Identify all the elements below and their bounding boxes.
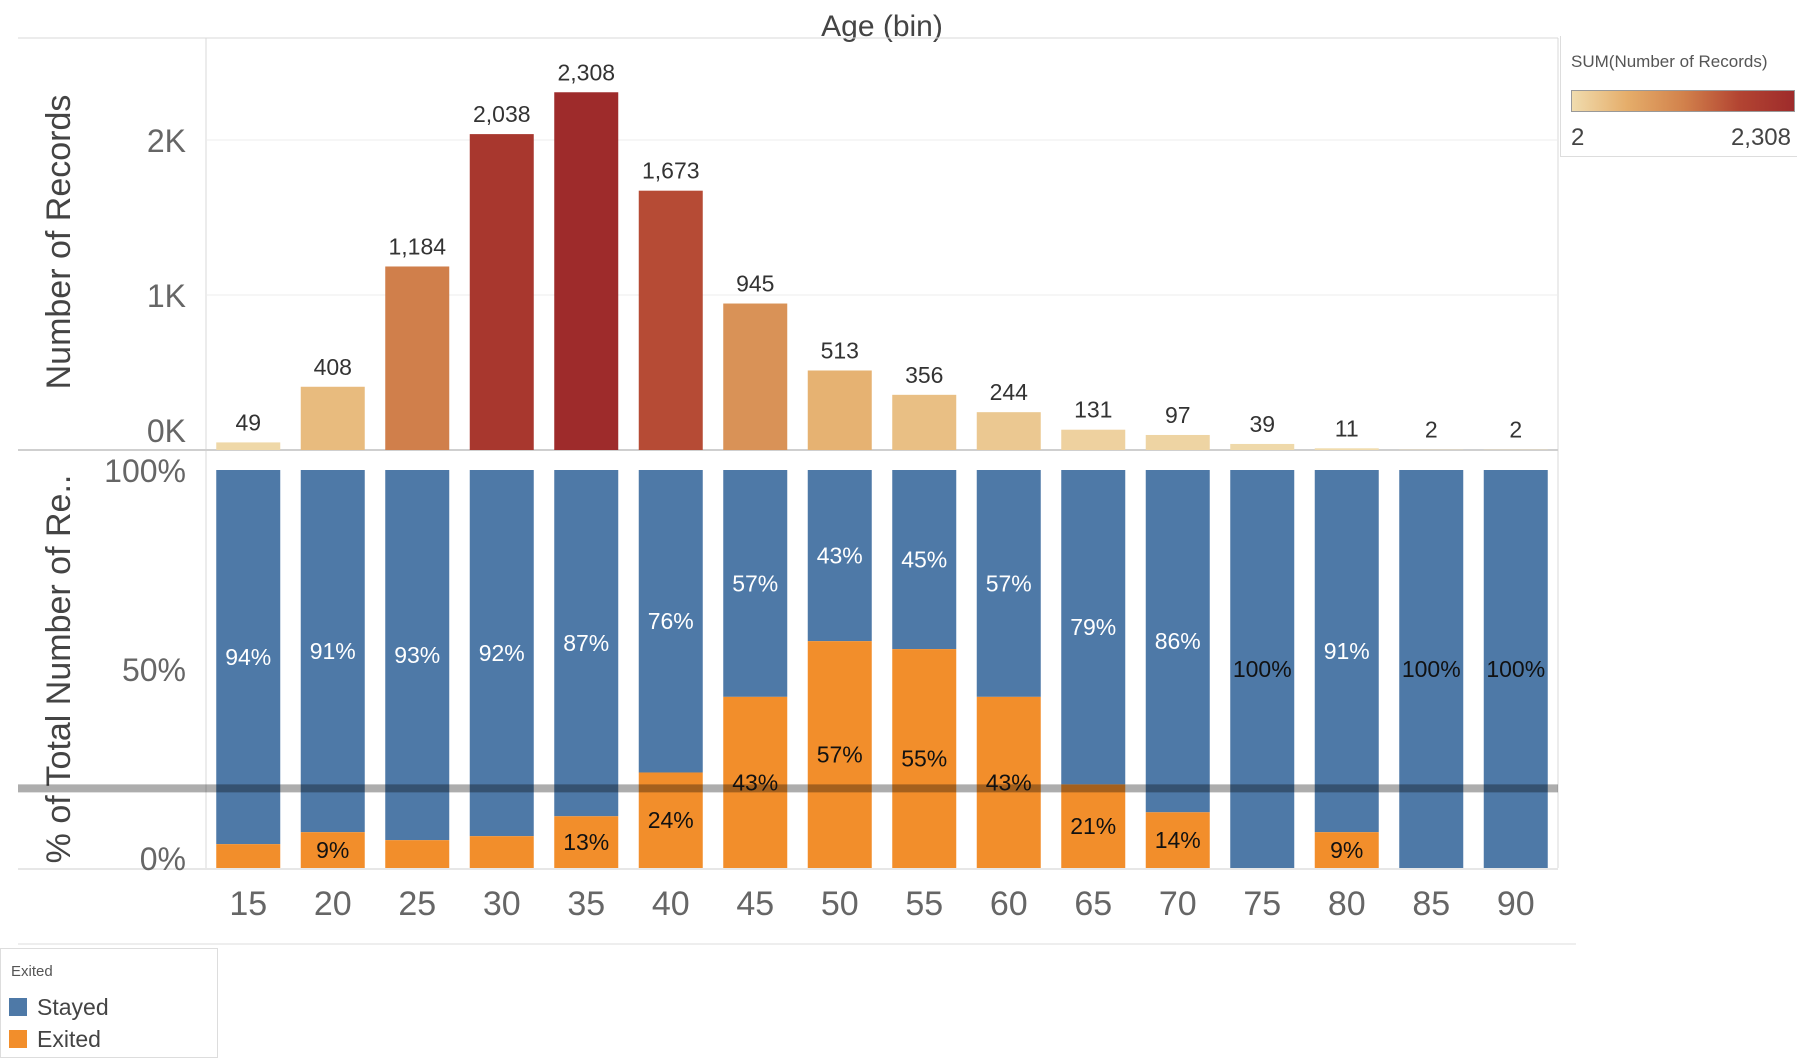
top-bar-label-50: 513 [821, 337, 859, 363]
legend-item-exited[interactable]: Exited [9, 1026, 101, 1052]
color-legend: SUM(Number of Records) 2 2,308 [1560, 36, 1797, 157]
x-tick-50: 50 [821, 885, 859, 923]
top-bar-55 [892, 395, 956, 450]
stayed-label-75: 100% [1233, 656, 1292, 682]
x-tick-30: 30 [483, 885, 521, 923]
top-bar-75 [1230, 444, 1294, 450]
top-bar-label-20: 408 [314, 354, 352, 380]
color-legend-min: 2 [1571, 124, 1584, 152]
top-bar-label-90: 2 [1509, 417, 1522, 443]
x-tick-90: 90 [1497, 885, 1535, 923]
legend-swatch-exited [9, 1030, 27, 1048]
stayed-label-85: 100% [1402, 656, 1461, 682]
top-bar-35 [554, 92, 618, 450]
exited-label-50: 57% [817, 742, 863, 768]
stayed-label-45: 57% [732, 570, 778, 596]
top-y-tick: 0K [147, 413, 186, 449]
x-tick-80: 80 [1328, 885, 1366, 923]
legend-item-stayed[interactable]: Stayed [9, 994, 109, 1020]
x-tick-70: 70 [1159, 885, 1197, 923]
top-bar-50 [808, 370, 872, 450]
exited-label-35: 13% [563, 829, 609, 855]
top-bar-label-65: 131 [1074, 397, 1112, 423]
top-bar-label-40: 1,673 [642, 158, 700, 184]
top-bar-70 [1146, 435, 1210, 450]
exited-label-80: 9% [1330, 837, 1363, 863]
stayed-label-55: 45% [901, 547, 947, 573]
x-tick-75: 75 [1243, 885, 1281, 923]
exited-label-40: 24% [648, 807, 694, 833]
exited-bar-15 [216, 844, 280, 868]
x-tick-25: 25 [398, 885, 436, 923]
top-bar-80 [1315, 448, 1379, 450]
x-tick-60: 60 [990, 885, 1028, 923]
x-tick-85: 85 [1412, 885, 1450, 923]
color-legend-ramp [1571, 90, 1795, 112]
top-y-axis-label: Number of Records [40, 95, 78, 390]
top-bar-30 [470, 134, 534, 450]
legend-label-stayed: Stayed [37, 994, 109, 1021]
top-bar-label-55: 356 [905, 362, 943, 388]
top-bar-label-25: 1,184 [388, 233, 446, 259]
x-tick-20: 20 [314, 885, 352, 923]
top-bar-20 [301, 387, 365, 450]
stayed-label-25: 93% [394, 642, 440, 668]
top-bar-label-35: 2,308 [557, 59, 615, 85]
exit-legend: Exited Stayed Exited [0, 948, 218, 1058]
stayed-label-20: 91% [310, 638, 356, 664]
top-bar-65 [1061, 430, 1125, 450]
top-bar-60 [977, 412, 1041, 450]
top-bar-40 [639, 191, 703, 450]
exited-bar-25 [385, 840, 449, 868]
top-y-tick: 1K [147, 278, 186, 314]
stayed-label-70: 86% [1155, 628, 1201, 654]
exited-label-65: 21% [1070, 813, 1116, 839]
stayed-label-30: 92% [479, 640, 525, 666]
top-y-tick: 2K [147, 123, 186, 159]
top-bar-label-85: 2 [1425, 417, 1438, 443]
x-tick-15: 15 [229, 885, 267, 923]
bottom-y-axis-label: % of Total Number of Re.. [40, 475, 78, 864]
color-legend-max: 2,308 [1731, 124, 1791, 152]
top-bar-label-45: 945 [736, 271, 774, 297]
stayed-label-40: 76% [648, 608, 694, 634]
legend-swatch-stayed [9, 998, 27, 1016]
top-bar-25 [385, 266, 449, 450]
stayed-label-90: 100% [1486, 656, 1545, 682]
bottom-y-tick: 50% [122, 652, 186, 688]
stayed-label-60: 57% [986, 570, 1032, 596]
top-bar-label-15: 49 [235, 409, 261, 435]
exited-label-60: 43% [986, 769, 1032, 795]
exited-label-70: 14% [1155, 827, 1201, 853]
top-bar-45 [723, 304, 787, 450]
top-bar-label-30: 2,038 [473, 101, 531, 127]
x-tick-40: 40 [652, 885, 690, 923]
stayed-label-65: 79% [1070, 614, 1116, 640]
top-bar-label-60: 244 [990, 379, 1029, 405]
x-tick-45: 45 [736, 885, 774, 923]
x-tick-55: 55 [905, 885, 943, 923]
legend-label-exited: Exited [37, 1026, 101, 1053]
top-bar-label-75: 39 [1249, 411, 1275, 437]
x-tick-35: 35 [567, 885, 605, 923]
stayed-label-80: 91% [1324, 638, 1370, 664]
top-bar-15 [216, 442, 280, 450]
top-bar-label-80: 11 [1335, 415, 1359, 441]
color-legend-title: SUM(Number of Records) [1571, 52, 1768, 72]
exited-bar-30 [470, 836, 534, 868]
exit-legend-title: Exited [11, 963, 53, 980]
exited-label-55: 55% [901, 746, 947, 772]
bottom-y-tick: 0% [140, 841, 186, 877]
top-bar-label-70: 97 [1165, 402, 1191, 428]
stayed-label-35: 87% [563, 630, 609, 656]
bottom-y-tick: 100% [104, 453, 186, 489]
stayed-label-15: 94% [225, 644, 271, 670]
exited-label-45: 43% [732, 769, 778, 795]
exited-label-20: 9% [316, 837, 349, 863]
x-tick-65: 65 [1074, 885, 1112, 923]
stayed-label-50: 43% [817, 543, 863, 569]
